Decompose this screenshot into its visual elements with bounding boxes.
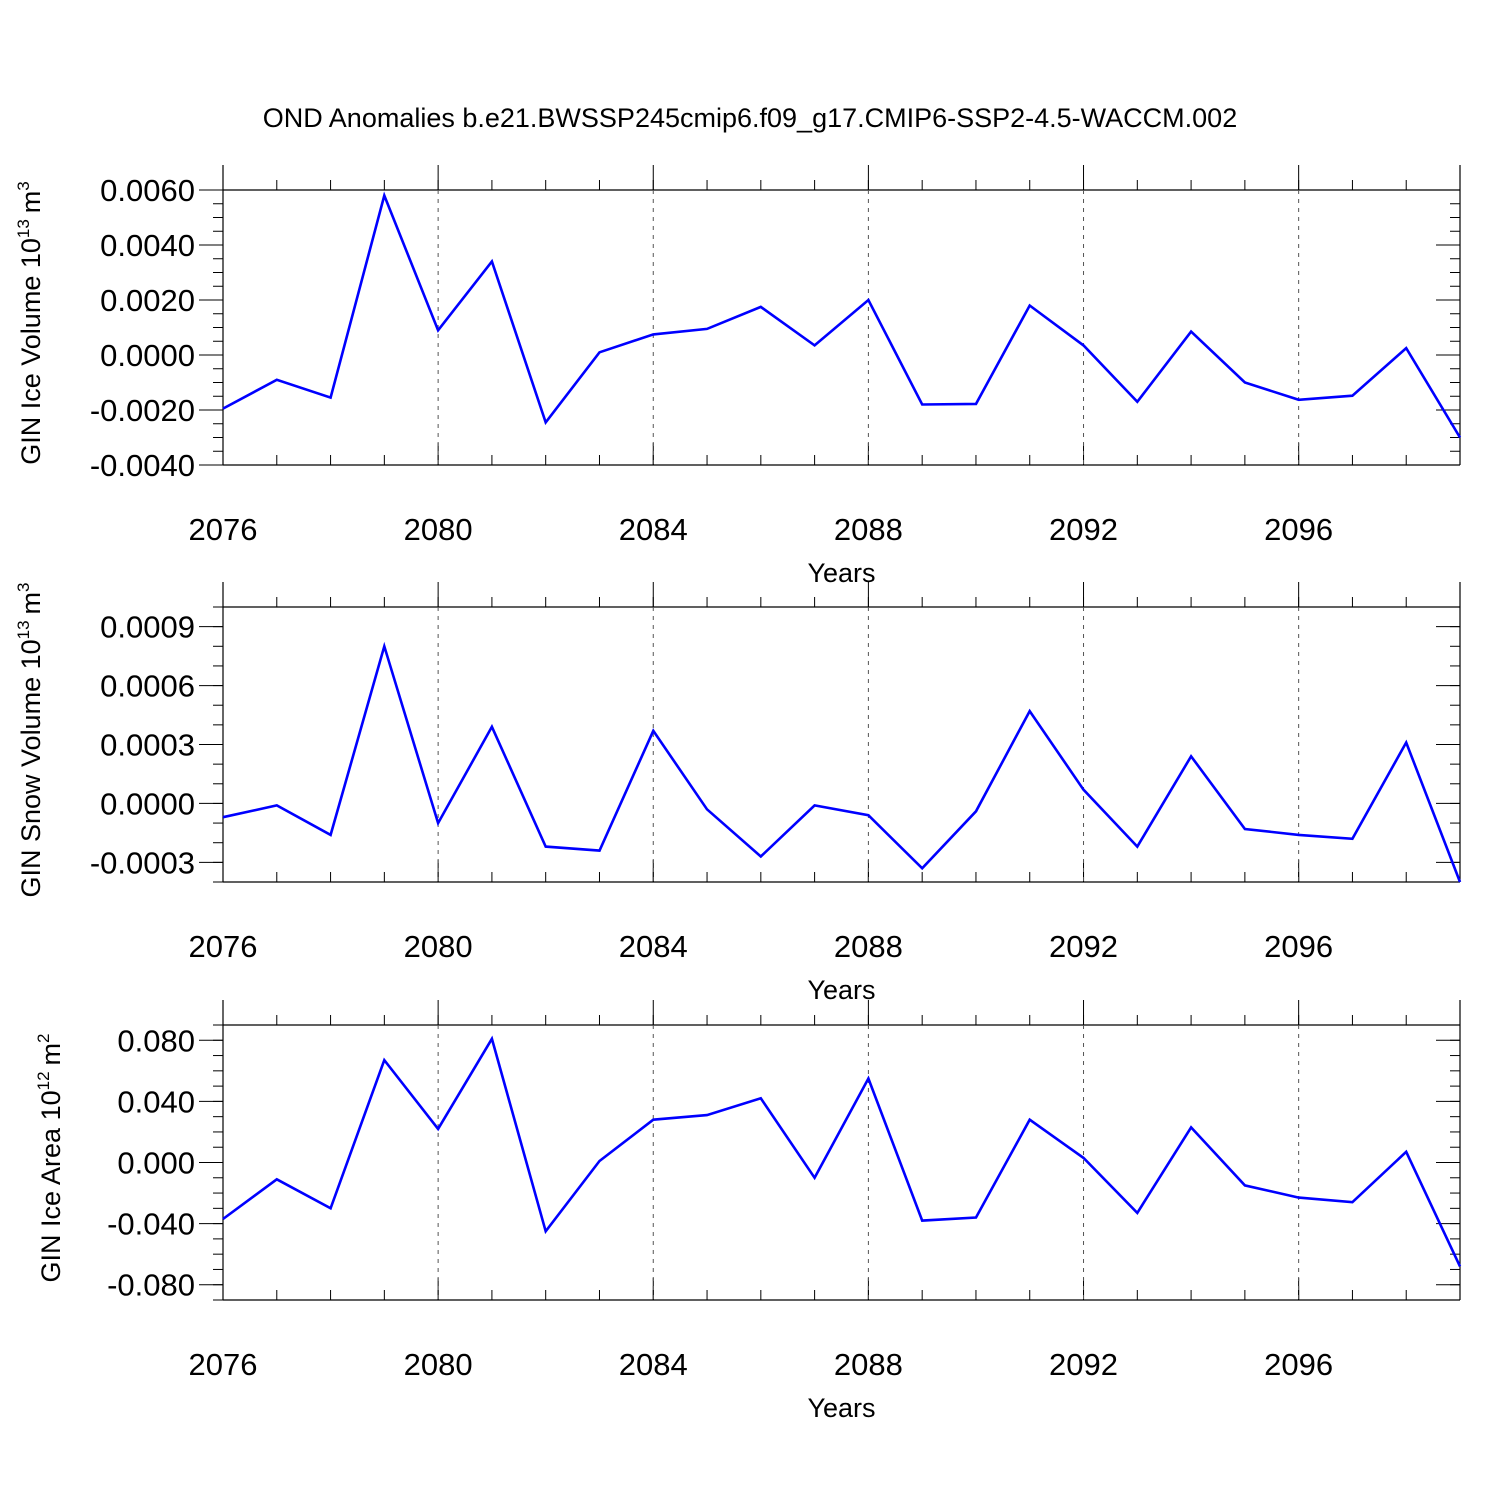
panel-3: 2076 2080 2084 2088 2092 2096 Years -0.080 -0.04…	[34, 1000, 1462, 1423]
y-tick-label: 0.0000	[100, 338, 195, 373]
y-tick-label: 0.0040	[100, 228, 195, 263]
y-axis-title-unit-exponent: 3	[14, 582, 33, 591]
y-axis-title-unit-exponent: 2	[34, 1034, 53, 1043]
y-tick-label: 0.000	[117, 1146, 195, 1181]
y-tick-label: 0.0020	[100, 283, 195, 318]
y-tick-label: 0.080	[117, 1023, 195, 1058]
chart-title: OND Anomalies b.e21.BWSSP245cmip6.f09_g1…	[263, 103, 1237, 133]
y-tick-label: -0.040	[107, 1207, 195, 1242]
y-axis-title: GIN Ice Area 1012 m2	[34, 1034, 66, 1283]
y-axis-title-unit-exponent: 3	[14, 181, 33, 190]
x-tick-label: 2096	[1264, 512, 1333, 547]
x-tick-label: 2080	[404, 929, 473, 964]
y-tick-label: 0.0003	[100, 728, 195, 763]
x-tick-label: 2088	[834, 1347, 903, 1382]
x-tick-label: 2084	[619, 1347, 688, 1382]
y-tick-label: 0.040	[117, 1084, 195, 1119]
x-axis-title: Years	[807, 1393, 875, 1423]
x-tick-label: 2088	[834, 512, 903, 547]
y-tick-label: -0.0040	[90, 448, 195, 483]
x-tick-label: 2092	[1049, 929, 1118, 964]
y-axis-title-exponent: 13	[14, 620, 33, 639]
series-line	[222, 1035, 1462, 1267]
y-axis-title-unit: m	[36, 1043, 66, 1066]
series-line	[222, 641, 1462, 883]
x-tick-label: 2080	[404, 1347, 473, 1382]
y-axis-title-text: GIN Ice Area 10	[36, 1090, 66, 1282]
x-axis-title: Years	[807, 558, 875, 588]
y-tick-label: -0.0003	[90, 845, 195, 880]
y-axis-title-text: GIN Snow Volume 10	[16, 639, 46, 897]
series-line	[222, 191, 1462, 439]
y-axis-title-unit: m	[16, 191, 46, 214]
x-tick-label: 2092	[1049, 1347, 1118, 1382]
panels: 2076 2080 2084 2088 2092 2096 Years -0.0040 -0.0…	[14, 165, 1462, 1423]
x-tick-label: 2096	[1264, 929, 1333, 964]
x-tick-label: 2084	[619, 512, 688, 547]
y-tick-label: 0.0060	[100, 173, 195, 208]
y-axis-title: GIN Ice Volume 1013 m3	[14, 181, 46, 465]
x-tick-label: 2096	[1264, 1347, 1333, 1382]
y-axis-title-exponent: 13	[14, 219, 33, 238]
x-tick-label: 2092	[1049, 512, 1118, 547]
y-tick-label: 0.0006	[100, 669, 195, 704]
y-tick-label: -0.0020	[90, 393, 195, 428]
x-tick-label: 2076	[189, 1347, 258, 1382]
y-tick-label: -0.080	[107, 1268, 195, 1303]
y-axis-title-exponent: 12	[34, 1071, 53, 1090]
y-axis-title-unit: m	[16, 592, 46, 615]
x-tick-label: 2076	[189, 929, 258, 964]
panel-1: 2076 2080 2084 2088 2092 2096 Years -0.0040 -0.0…	[14, 165, 1462, 588]
x-tick-label: 2076	[189, 512, 258, 547]
x-tick-label: 2084	[619, 929, 688, 964]
x-tick-label: 2088	[834, 929, 903, 964]
y-axis-title-text: GIN Ice Volume 10	[16, 238, 46, 465]
y-tick-label: 0.0000	[100, 786, 195, 821]
y-axis-title: GIN Snow Volume 1013 m3	[14, 582, 46, 897]
x-axis-title: Years	[807, 975, 875, 1005]
x-tick-label: 2080	[404, 512, 473, 547]
y-tick-label: 0.0009	[100, 610, 195, 645]
panel-2: 2076 2080 2084 2088 2092 2096 Years -0.0003 0.00…	[14, 582, 1462, 1005]
